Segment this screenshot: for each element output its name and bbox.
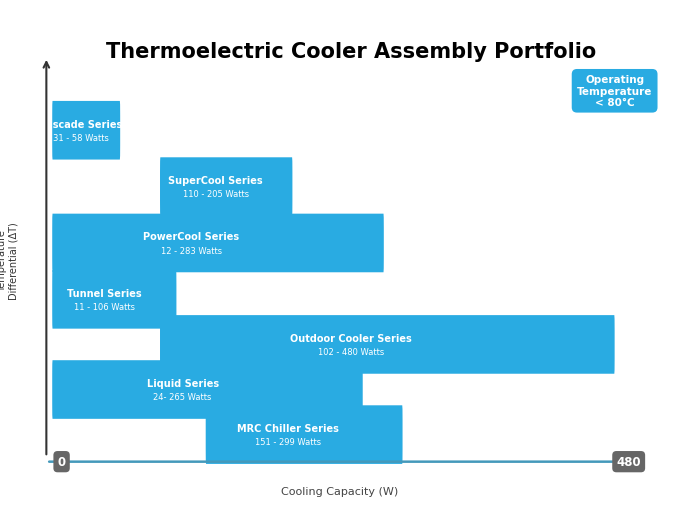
Text: PowerCool Series: PowerCool Series bbox=[143, 232, 240, 242]
Text: Liquid Series: Liquid Series bbox=[146, 378, 219, 388]
Text: Temperature
Differential (ΔT): Temperature Differential (ΔT) bbox=[0, 222, 18, 299]
Text: 11 - 106 Watts: 11 - 106 Watts bbox=[74, 302, 135, 312]
FancyBboxPatch shape bbox=[52, 271, 176, 329]
FancyBboxPatch shape bbox=[52, 361, 362, 419]
Text: 151 - 299 Watts: 151 - 299 Watts bbox=[255, 437, 321, 446]
Text: Operating
Temperature
< 80°C: Operating Temperature < 80°C bbox=[577, 75, 652, 108]
FancyBboxPatch shape bbox=[206, 406, 402, 464]
Text: 12 - 283 Watts: 12 - 283 Watts bbox=[161, 246, 222, 256]
FancyBboxPatch shape bbox=[160, 316, 615, 374]
Text: SuperCool Series: SuperCool Series bbox=[168, 176, 263, 185]
FancyBboxPatch shape bbox=[52, 214, 384, 273]
Text: Cascade Series: Cascade Series bbox=[39, 119, 122, 129]
FancyBboxPatch shape bbox=[52, 102, 120, 160]
Text: MRC Chiller Series: MRC Chiller Series bbox=[238, 423, 340, 433]
Text: Thermoelectric Cooler Assembly Portfolio: Thermoelectric Cooler Assembly Portfolio bbox=[106, 42, 596, 62]
FancyBboxPatch shape bbox=[160, 158, 292, 217]
Text: 110 - 205 Watts: 110 - 205 Watts bbox=[182, 190, 248, 199]
Text: Outdoor Cooler Series: Outdoor Cooler Series bbox=[290, 333, 412, 343]
Text: 0: 0 bbox=[57, 456, 65, 468]
Text: Cooling Capacity (W): Cooling Capacity (W) bbox=[281, 486, 398, 496]
Text: Tunnel Series: Tunnel Series bbox=[67, 288, 142, 298]
Text: 31 - 58 Watts: 31 - 58 Watts bbox=[53, 134, 109, 143]
Text: 24- 265 Watts: 24- 265 Watts bbox=[153, 392, 212, 401]
Text: 480: 480 bbox=[616, 456, 641, 468]
Text: 102 - 480 Watts: 102 - 480 Watts bbox=[318, 347, 384, 357]
